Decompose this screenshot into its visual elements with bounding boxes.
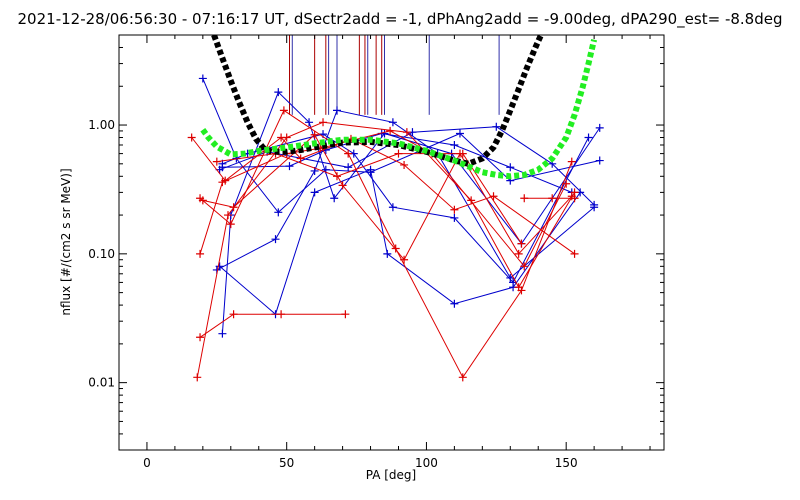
data-point-7-0 [187, 133, 196, 142]
plot-area [187, 35, 604, 382]
data-point-12-3 [319, 118, 328, 127]
data-point-14-2 [570, 194, 579, 203]
data-point-7-3 [296, 154, 305, 163]
data-point-7-8 [570, 249, 579, 258]
y-tick-label-0: 0.01 [88, 376, 115, 390]
data-point-2-7 [584, 133, 593, 142]
data-point-10-7 [562, 179, 571, 188]
x-tick-label-1: 50 [279, 456, 294, 470]
data-point-14-1 [548, 194, 557, 203]
data-point-12-1 [224, 211, 232, 220]
y-tick-label-1: 0.10 [88, 247, 115, 261]
y-axis-label: nflux [#/(cm2 s sr MeV)] [59, 168, 73, 315]
y-tick-label-2: 1.00 [88, 118, 115, 132]
series-line-9 [202, 134, 573, 261]
data-point-12-0 [193, 373, 202, 382]
data-point-3-2 [274, 88, 283, 97]
data-point-2-4 [388, 203, 397, 212]
data-point-4-3 [366, 165, 375, 174]
axis-layer: 0 50 100 150 0.01 0.10 1.00 [88, 34, 664, 470]
data-point-13-0 [212, 157, 221, 166]
data-point-7-6 [450, 205, 459, 214]
data-point-0-5 [455, 129, 464, 138]
data-point-3-3 [305, 118, 314, 127]
data-point-13-3 [394, 149, 403, 158]
data-point-14-0 [520, 194, 529, 203]
series-line-4 [219, 169, 581, 316]
data-point-12-2 [282, 133, 291, 142]
chart-title: 2021-12-28/06:56:30 - 07:16:17 UT, dSect… [18, 10, 783, 29]
data-point-4-2 [310, 188, 319, 197]
data-point-8-2 [279, 106, 288, 115]
x-tick-label-0: 0 [143, 456, 151, 470]
data-point-6-2 [344, 163, 353, 172]
data-point-10-0 [196, 249, 205, 258]
data-point-4-0 [215, 262, 224, 271]
data-point-8-1 [226, 220, 235, 229]
data-point-11-1 [229, 310, 238, 319]
data-point-3-4 [330, 194, 339, 203]
data-point-8-4 [391, 244, 400, 253]
data-point-9-0 [198, 196, 207, 205]
data-point-5-5 [506, 163, 515, 172]
data-point-8-5 [458, 373, 467, 382]
series-line-1 [216, 109, 595, 279]
data-point-12-4 [402, 128, 411, 137]
x-axis-label: PA [deg] [366, 468, 416, 482]
data-point-9-2 [310, 130, 319, 139]
data-point-12-5 [467, 196, 476, 205]
data-point-11-3 [341, 310, 350, 319]
model-curve-1 [200, 39, 598, 180]
data-layer [187, 35, 604, 382]
x-tick-label-2: 100 [415, 456, 438, 470]
data-point-13-4 [458, 149, 467, 158]
data-point-3-8 [595, 123, 604, 132]
data-point-0-0 [198, 74, 207, 83]
series-line-8 [199, 109, 573, 379]
data-point-7-5 [400, 160, 409, 169]
data-point-1-6 [506, 273, 515, 282]
data-point-5-1 [285, 162, 294, 171]
series-line-12 [196, 121, 576, 378]
data-point-8-3 [344, 149, 353, 158]
data-point-0-2 [274, 208, 283, 217]
series-line-13 [216, 153, 522, 244]
data-point-3-0 [218, 329, 227, 338]
data-point-4-4 [383, 249, 392, 258]
data-point-12-6 [514, 283, 523, 292]
series-line-11 [199, 313, 346, 338]
data-point-13-5 [517, 239, 526, 248]
data-point-1-4 [388, 118, 397, 127]
data-point-6-4 [492, 122, 501, 131]
data-point-8-7 [567, 157, 576, 166]
data-point-9-3 [338, 181, 347, 190]
data-point-11-2 [277, 310, 286, 319]
data-point-0-7 [595, 156, 604, 165]
data-point-1-1 [271, 235, 280, 244]
data-point-6-6 [590, 200, 599, 209]
data-point-10-1 [218, 178, 227, 187]
data-point-13-2 [333, 172, 341, 181]
data-point-4-5 [450, 299, 459, 308]
data-point-9-4 [400, 255, 409, 264]
data-point-5-4 [450, 140, 459, 149]
data-point-9-6 [514, 249, 523, 258]
x-tick-label-3: 150 [555, 456, 578, 470]
data-point-1-3 [333, 106, 341, 115]
plot-frame [118, 34, 665, 451]
data-point-2-5 [450, 213, 459, 222]
data-point-10-6 [520, 262, 529, 271]
data-point-11-0 [196, 333, 205, 342]
